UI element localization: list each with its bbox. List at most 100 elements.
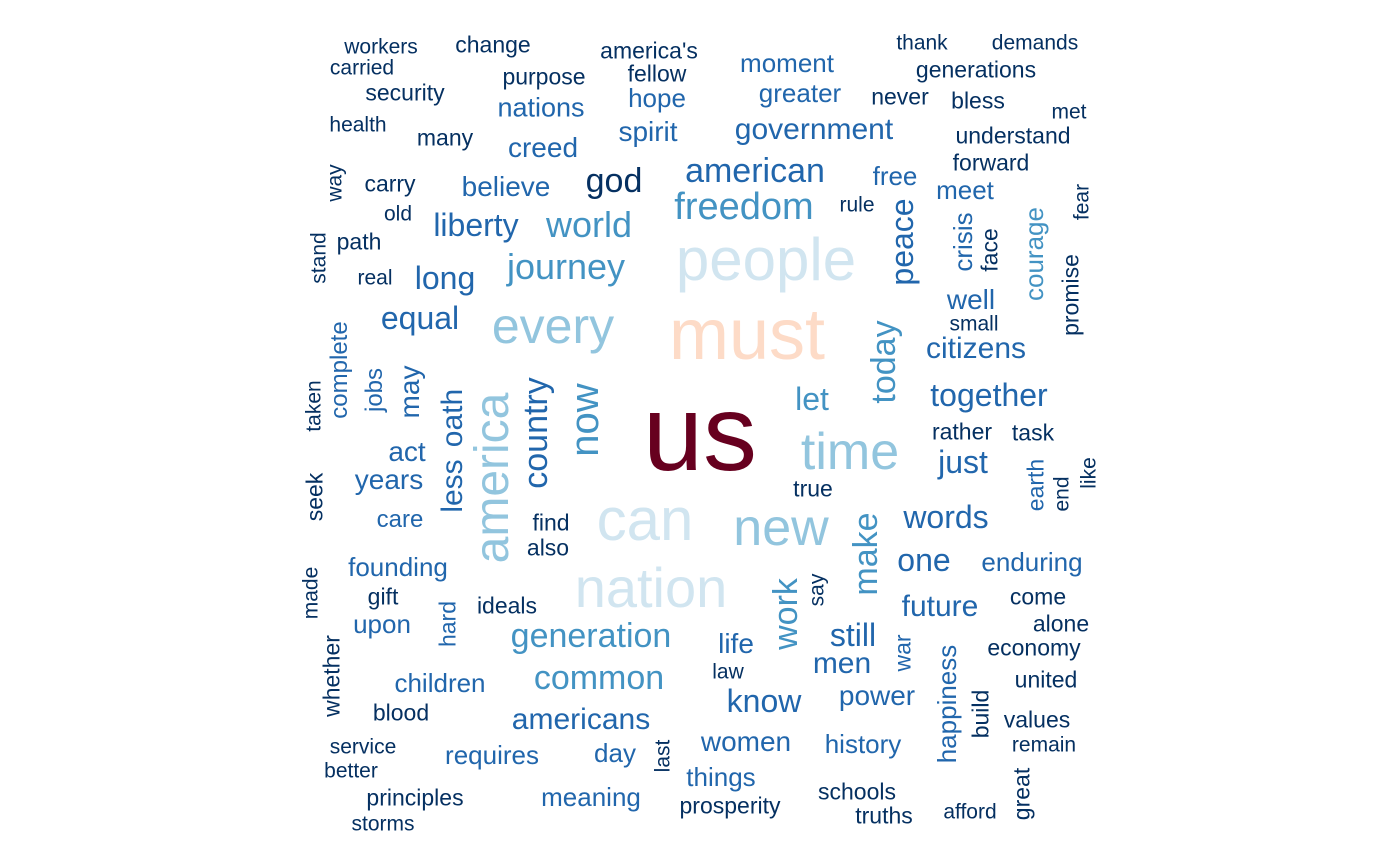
cloud-word: time — [800, 423, 900, 481]
cloud-word: power — [838, 680, 916, 711]
cloud-word: find — [532, 509, 570, 536]
cloud-word: forward — [952, 149, 1030, 176]
cloud-word: war — [889, 634, 916, 672]
cloud-word: true — [793, 475, 833, 502]
cloud-word: day — [594, 738, 636, 768]
cloud-word: future — [901, 590, 979, 623]
cloud-word: peace — [884, 198, 920, 286]
cloud-word: well — [946, 284, 996, 315]
cloud-word: people — [675, 226, 857, 293]
cloud-word: world — [545, 204, 633, 245]
cloud-word: upon — [353, 609, 411, 639]
cloud-word: requires — [445, 740, 539, 770]
cloud-word: may — [394, 365, 425, 419]
cloud-word: years — [354, 464, 424, 495]
cloud-word: security — [365, 79, 445, 106]
cloud-word: american — [685, 152, 825, 190]
cloud-word: care — [376, 506, 424, 533]
cloud-word: can — [596, 486, 694, 553]
cloud-word: just — [938, 444, 988, 480]
cloud-word: bless — [951, 87, 1005, 114]
cloud-word: make — [847, 512, 885, 596]
cloud-word: act — [388, 436, 426, 467]
cloud-word: equal — [380, 300, 460, 336]
cloud-word: spirit — [618, 116, 678, 147]
cloud-word: enduring — [981, 547, 1083, 577]
cloud-word: small — [949, 312, 999, 336]
cloud-word: jobs — [361, 367, 388, 413]
cloud-word: nation — [574, 556, 728, 619]
cloud-word: better — [324, 759, 378, 783]
cloud-word: whether — [318, 635, 345, 717]
cloud-word: must — [668, 295, 826, 375]
cloud-word: face — [976, 228, 1003, 272]
cloud-word: like — [1077, 457, 1101, 489]
cloud-word: taken — [302, 380, 326, 432]
cloud-word: never — [871, 83, 929, 110]
cloud-word: fear — [1070, 183, 1094, 221]
cloud-word: seek — [301, 472, 328, 522]
cloud-word: women — [700, 726, 792, 757]
cloud-word: americans — [511, 703, 651, 736]
cloud-word: hope — [628, 83, 686, 113]
cloud-word: freedom — [674, 186, 814, 228]
cloud-word: way — [323, 164, 347, 202]
cloud-word: understand — [955, 122, 1071, 149]
cloud-word: old — [383, 202, 413, 226]
cloud-word: say — [805, 573, 829, 607]
cloud-word: values — [1003, 706, 1071, 733]
cloud-word: men — [812, 647, 872, 680]
cloud-word: hard — [434, 600, 461, 648]
cloud-word: children — [394, 668, 486, 698]
cloud-word: workers — [344, 35, 418, 59]
cloud-word: law — [712, 660, 744, 684]
cloud-word: purpose — [502, 63, 586, 90]
cloud-word: believe — [461, 171, 551, 202]
cloud-word: happiness — [932, 644, 962, 764]
cloud-word: gift — [367, 583, 399, 610]
cloud-word: courage — [1019, 207, 1049, 301]
cloud-word: every — [491, 298, 615, 354]
cloud-word: complete — [326, 321, 353, 419]
cloud-word: great — [1008, 767, 1035, 821]
cloud-word: government — [734, 113, 894, 146]
cloud-word: know — [726, 683, 802, 719]
cloud-word: change — [455, 31, 531, 58]
cloud-word: promise — [1057, 254, 1084, 336]
cloud-word: prosperity — [679, 792, 781, 819]
cloud-word: one — [897, 542, 951, 578]
cloud-word: together — [930, 377, 1048, 413]
cloud-word: now — [563, 383, 607, 457]
cloud-word: common — [533, 659, 665, 697]
cloud-word: afford — [943, 800, 997, 824]
cloud-word: history — [824, 729, 902, 759]
cloud-word: last — [651, 739, 675, 773]
cloud-word: service — [329, 735, 397, 759]
cloud-word: united — [1014, 666, 1078, 693]
cloud-word: generation — [510, 617, 672, 655]
cloud-word: crisis — [948, 212, 978, 272]
cloud-word: real — [357, 266, 393, 290]
cloud-word: truths — [855, 802, 913, 829]
cloud-word: today — [865, 320, 903, 404]
cloud-word: alone — [1032, 610, 1090, 637]
cloud-word: meaning — [541, 782, 641, 812]
cloud-word: greater — [758, 78, 842, 108]
cloud-word: remain — [1011, 733, 1077, 757]
cloud-word: fellow — [627, 60, 687, 87]
cloud-word: build — [967, 689, 994, 739]
cloud-word: moment — [740, 48, 834, 78]
cloud-word: citizens — [925, 332, 1027, 365]
cloud-word: nations — [497, 92, 585, 123]
cloud-word: storms — [351, 812, 415, 836]
cloud-word: new — [733, 499, 829, 557]
cloud-word: stand — [307, 232, 331, 284]
cloud-word: path — [336, 228, 382, 255]
cloud-word: schools — [818, 778, 896, 805]
cloud-word: still — [829, 617, 877, 653]
cloud-word: oath — [436, 388, 469, 448]
cloud-word: generations — [915, 56, 1037, 83]
cloud-word: come — [1009, 583, 1067, 610]
cloud-word: carry — [364, 170, 416, 197]
